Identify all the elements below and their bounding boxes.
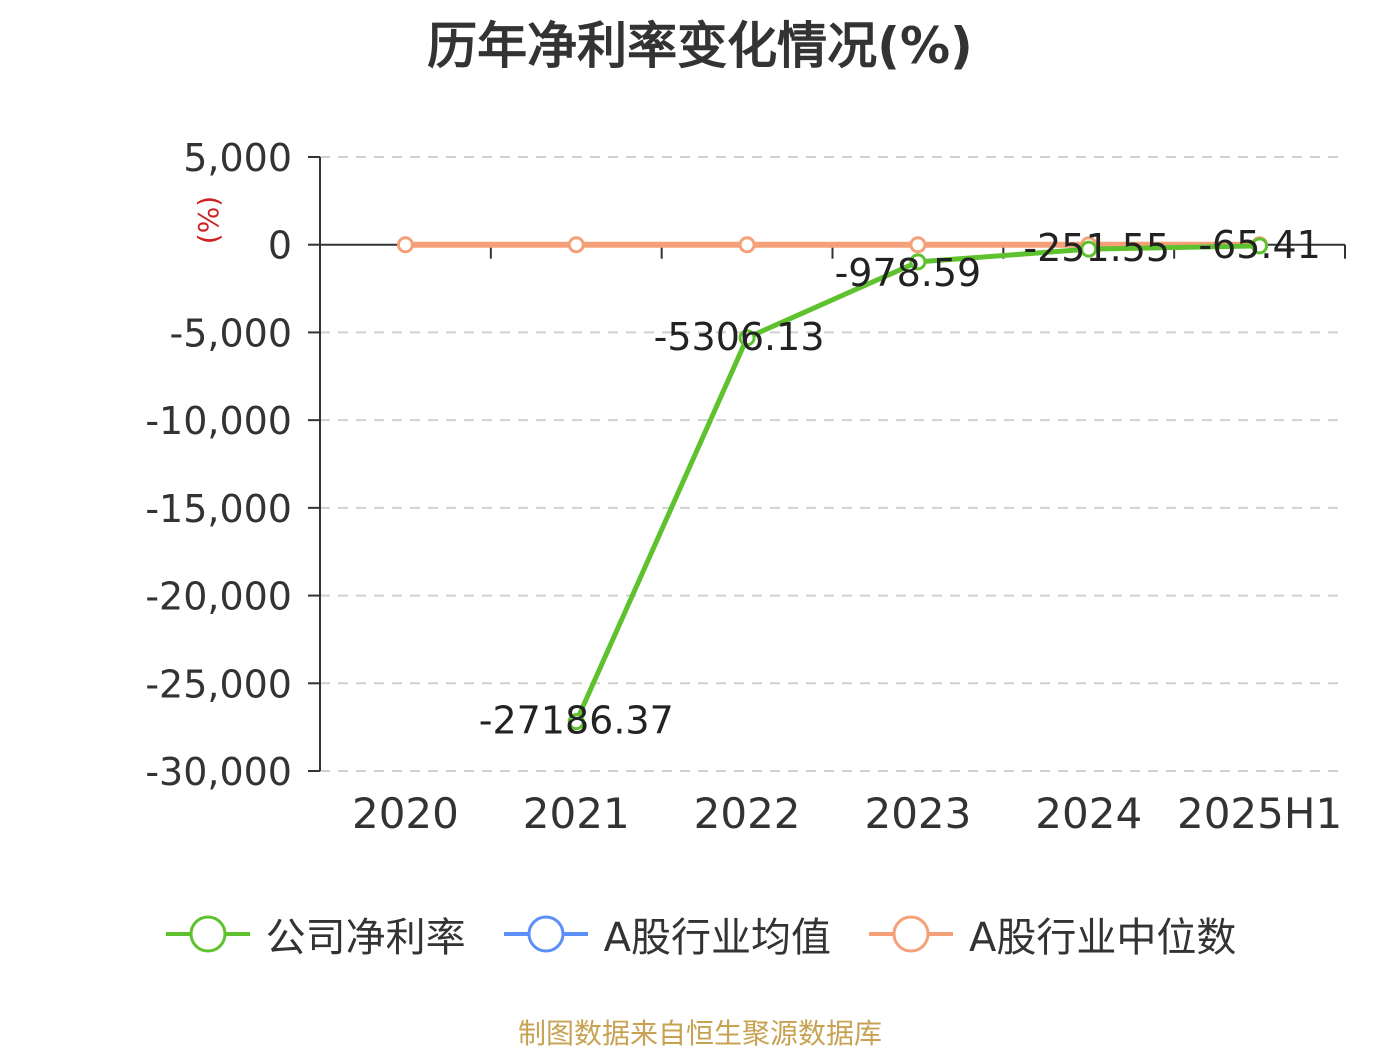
x-tick-label: 2025H1	[1177, 789, 1342, 838]
data-point	[738, 236, 756, 254]
data-point	[396, 236, 414, 254]
legend-label: A股行业均值	[603, 915, 831, 961]
legend-item-1[interactable]: 公司净利率	[164, 905, 466, 963]
y-tick-label: -30,000	[145, 750, 292, 794]
data-point	[1080, 240, 1098, 258]
grid-lines	[320, 156, 1345, 772]
data-point	[567, 236, 585, 254]
y-tick-label: -15,000	[145, 487, 292, 531]
chart-title: 历年净利率变化情况(%)	[427, 17, 973, 75]
data-point	[1251, 237, 1269, 255]
source-note: 制图数据来自恒生聚源数据库	[517, 1017, 882, 1050]
x-tick-label: 2021	[523, 789, 630, 838]
chart-area: 5,000 0 -5,000 -10,000 -15,000 -20,000 -25,000…	[145, 136, 1346, 838]
legend-marker-icon	[503, 915, 588, 953]
y-tick-label: -10,000	[145, 399, 292, 443]
axes: 5,000 0 -5,000 -10,000 -15,000 -20,000 -25,000…	[145, 136, 1346, 838]
data-label: -27186.37	[479, 699, 674, 743]
data-point	[738, 329, 756, 347]
x-tick-label: 2020	[352, 789, 459, 838]
legend-marker-icon	[869, 915, 953, 953]
legend: 公司净利率 A股行业均值 A股行业中位数	[0, 905, 1400, 963]
data-point	[909, 236, 927, 254]
data-label: -65.41	[1198, 223, 1321, 267]
legend-marker-icon	[165, 915, 250, 953]
y-tick-label: 5,000	[183, 136, 292, 180]
y-tick-label: 0	[268, 224, 292, 268]
legend-item-3[interactable]: A股行业中位数	[867, 905, 1236, 963]
data-label: -251.55	[1023, 226, 1170, 270]
data-label: -978.59	[835, 251, 982, 295]
y-tick-label: -25,000	[145, 662, 292, 706]
data-point	[909, 253, 927, 271]
y-tick-label: -5,000	[170, 311, 293, 355]
data-point	[567, 713, 585, 731]
legend-item-2[interactable]: A股行业均值	[502, 905, 831, 963]
data-label: -5306.13	[654, 315, 825, 359]
x-tick-label: 2022	[694, 789, 801, 838]
x-tick-label: 2023	[864, 789, 971, 838]
x-tick-label: 2024	[1035, 789, 1142, 838]
y-axis-label: (%)	[192, 196, 225, 244]
legend-label: 公司净利率	[265, 915, 466, 961]
series-lines	[396, 236, 1269, 731]
legend-label: A股行业中位数	[969, 915, 1237, 961]
y-tick-label: -20,000	[145, 575, 292, 619]
data-labels: -27186.37 -5306.13-978.59 -251.55 -65.41	[479, 223, 1321, 743]
